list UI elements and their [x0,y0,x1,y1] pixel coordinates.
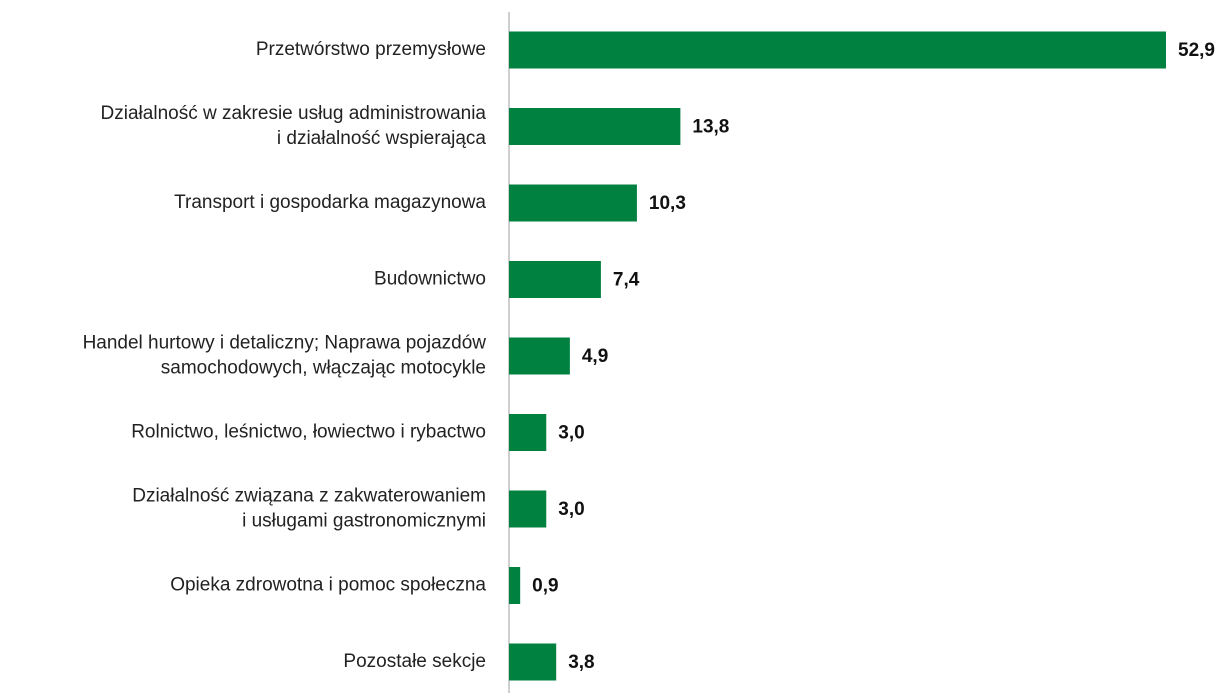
bar [509,490,547,528]
category-label: Rolnictwo, leśnictwo, łowiectwo i rybact… [131,422,486,443]
bar [509,414,547,451]
category-label: Przetwórstwo przemysłowe [256,39,486,60]
category-label: i działalność wspierająca [277,128,487,149]
value-label: 10,3 [649,193,686,214]
value-label: 3,0 [558,499,584,520]
value-label: 3,0 [558,423,584,444]
category-label: Handel hurtowy i detaliczny; Naprawa poj… [83,333,487,354]
category-label: Działalność związana z zakwaterowaniem [132,486,486,507]
bar [509,31,1166,69]
value-label: 52,9 [1178,40,1215,61]
category-label: Pozostałe sekcje [343,651,486,672]
category-label: Działalność w zakresie usług administrow… [101,103,487,124]
bar [509,261,601,298]
value-label: 4,9 [582,346,608,367]
category-label: Budownictwo [374,269,486,290]
category-label: samochodowych, włączając motocykle [161,358,486,379]
value-label: 3,8 [568,652,594,673]
bar [509,643,557,681]
category-label: Transport i gospodarka magazynowa [174,192,486,213]
bar [509,337,570,375]
bar [509,567,521,604]
value-label: 13,8 [692,117,729,138]
bar [509,184,637,222]
category-label: i usługami gastronomicznymi [242,511,486,532]
value-label: 0,9 [532,576,558,597]
category-label: Opieka zdrowotna i pomoc społeczna [170,575,486,596]
bar [509,108,681,145]
value-label: 7,4 [613,270,640,291]
